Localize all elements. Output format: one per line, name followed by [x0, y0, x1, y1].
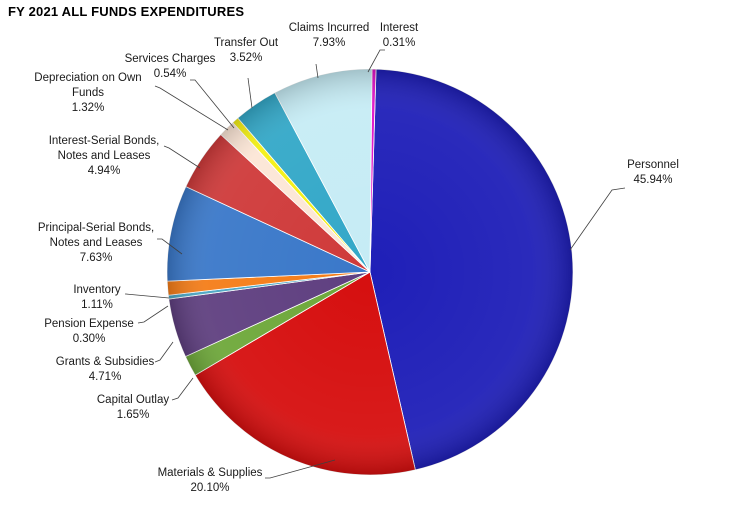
leader-line-pension-expense [137, 305, 169, 324]
slice-label-depreciation-on-own-funds-line-2: Funds [72, 87, 104, 99]
leader-line-interest [367, 49, 385, 73]
slice-percent-depreciation-on-own-funds: 1.32% [72, 102, 105, 114]
slice-percent-inventory: 1.11% [81, 299, 113, 311]
leader-line-claims-incurred [315, 63, 319, 79]
slice-percent-interest-serial-bonds-notes-and-leases: 4.94% [88, 165, 121, 177]
slice-label-depreciation-on-own-funds-line-1: Depreciation on Own [34, 72, 141, 84]
leader-line-grants-and-subsidies [154, 341, 174, 363]
slice-percent-claims-incurred: 7.93% [313, 37, 346, 49]
slice-label-capital-outlay: Capital Outlay [97, 394, 169, 406]
slice-percent-principal-serial-bonds-notes-and-leases: 7.63% [80, 252, 113, 264]
chart-title: FY 2021 ALL FUNDS EXPENDITURES [8, 4, 245, 19]
slice-percent-interest: 0.31% [383, 37, 416, 49]
leader-line-materials-and-supplies [265, 459, 336, 479]
slice-percent-pension-expense: 0.30% [73, 333, 106, 345]
slice-label-principal-serial-bonds-notes-and-leases-line-2: Notes and Leases [50, 237, 143, 249]
leader-line-principal-serial-bonds-notes-and-leases [157, 238, 183, 255]
slice-percent-services-charges: 0.54% [154, 68, 187, 80]
leader-line-depreciation-on-own-funds [154, 85, 229, 131]
slice-label-interest-serial-bonds-notes-and-leases-line-2: Notes and Leases [58, 150, 151, 162]
leader-line-inventory [125, 293, 170, 299]
slice-label-inventory: Inventory [73, 284, 121, 296]
slice-percent-capital-outlay: 1.65% [117, 409, 150, 421]
leader-line-interest-serial-bonds-notes-and-leases [163, 145, 201, 169]
slice-label-claims-incurred: Claims Incurred [289, 22, 370, 34]
slice-label-grants-and-subsidies: Grants & Subsidies [56, 356, 155, 368]
leader-line-transfer-out [247, 77, 253, 109]
leader-line-personnel [569, 187, 626, 251]
slice-percent-materials-and-supplies: 20.10% [190, 482, 229, 494]
slice-label-services-charges: Services Charges [125, 53, 216, 65]
leader-line-capital-outlay [171, 377, 194, 401]
slice-label-transfer-out: Transfer Out [214, 37, 279, 49]
slice-percent-grants-and-subsidies: 4.71% [89, 371, 122, 383]
slice-label-materials-and-supplies: Materials & Supplies [158, 467, 263, 479]
slice-label-pension-expense: Pension Expense [44, 318, 134, 330]
slice-label-principal-serial-bonds-notes-and-leases-line-1: Principal-Serial Bonds, [38, 222, 154, 234]
slice-label-interest-serial-bonds-notes-and-leases-line-1: Interest-Serial Bonds, [49, 135, 160, 147]
slice-label-interest: Interest [380, 22, 419, 34]
slice-percent-personnel: 45.94% [633, 174, 672, 186]
slice-label-personnel: Personnel [627, 159, 679, 171]
slice-percent-transfer-out: 3.52% [230, 52, 263, 64]
leader-line-services-charges [190, 79, 235, 129]
